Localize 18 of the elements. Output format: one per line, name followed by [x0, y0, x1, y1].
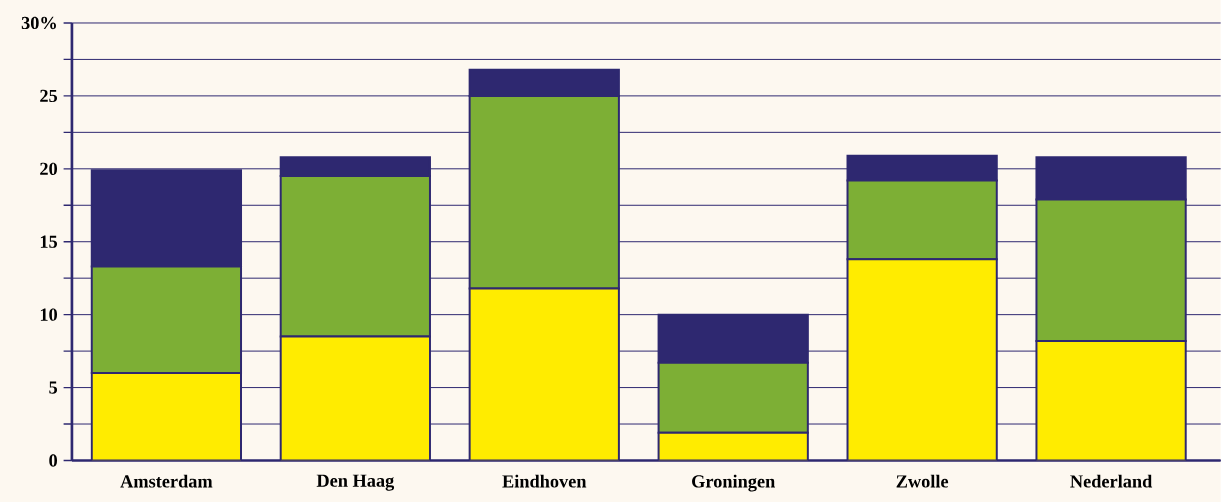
- x-tick-label: Eindhoven: [502, 474, 587, 488]
- bar: [90, 371, 243, 461]
- x-tick-label: Den Haag: [316, 474, 395, 491]
- bar: [468, 287, 620, 461]
- y-tick-label: 20: [40, 162, 58, 175]
- bar: [1035, 339, 1187, 461]
- y-tick-label: 0: [49, 454, 58, 467]
- bar: [846, 258, 998, 461]
- bar: [279, 335, 431, 461]
- x-tick-label: Groningen: [692, 474, 775, 492]
- y-tick-label: 25: [40, 89, 58, 102]
- x-tick-label: Amsterdam: [120, 474, 213, 488]
- x-tick-label: Zwolle: [896, 474, 949, 488]
- y-tick-label: 30%: [21, 16, 56, 29]
- x-tick-label: Nederland: [1070, 474, 1153, 488]
- y-tick-label: 5: [49, 381, 58, 394]
- y-tick-label: 15: [40, 235, 58, 248]
- y-tick-label: 10: [40, 308, 58, 321]
